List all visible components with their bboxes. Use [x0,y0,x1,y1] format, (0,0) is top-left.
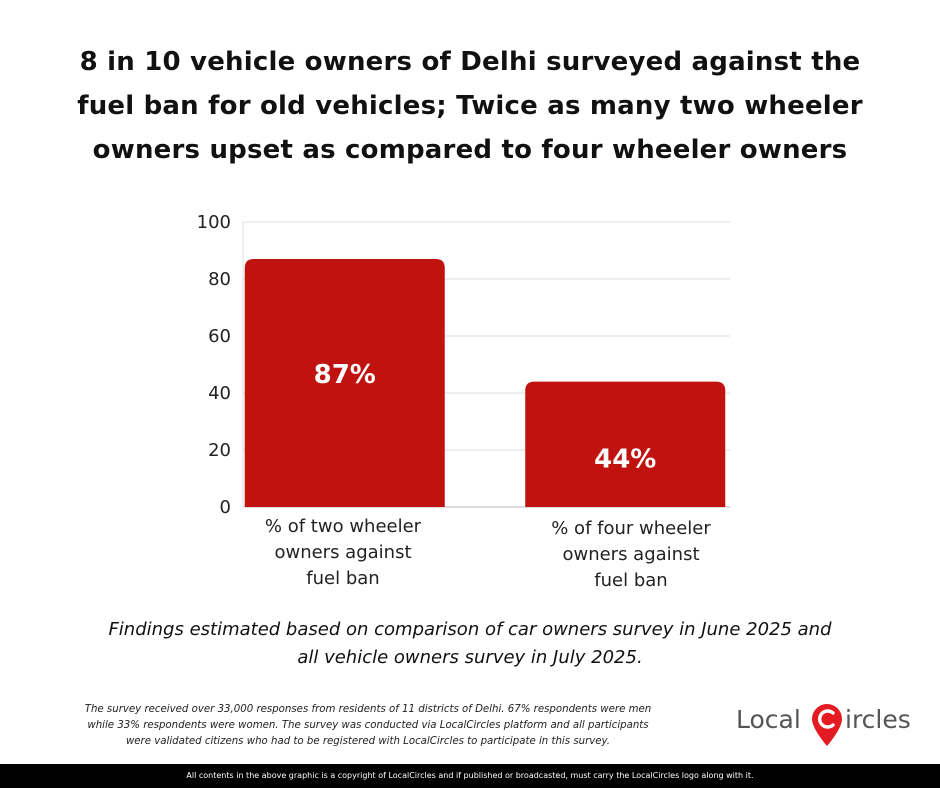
y-tick-label: 40 [208,383,231,404]
y-tick-label: 80 [208,269,231,290]
category-label-line: owners against [562,544,700,565]
logo-text-ircles: ircles [845,705,911,734]
category-label-two-wheeler: % of two wheeler owners against fuel ban [233,514,453,592]
footnote-line: while 33% respondents were women. The su… [87,720,649,731]
category-label-four-wheeler: % of four wheeler owners against fuel ba… [521,516,741,594]
category-label-line: % of four wheeler [551,518,711,539]
findings-note: Findings estimated based on comparison o… [20,616,920,672]
bar [525,381,726,507]
map-pin-c-icon [812,704,842,746]
title-line: 8 in 10 vehicle owners of Delhi surveyed… [79,47,861,77]
y-axis: 0 20 40 60 80 100 [197,212,244,518]
footnote-line: were validated citizens who had to be re… [125,736,611,747]
title-line: fuel ban for old vehicles; Twice as many… [77,91,863,121]
y-tick-label: 20 [208,440,231,461]
title-line: owners upset as compared to four wheeler… [92,135,848,165]
localcircles-logo: Local ircles [736,704,911,746]
category-label-line: % of two wheeler [264,516,422,537]
findings-line: Findings estimated based on comparison o… [108,619,832,640]
survey-footnote: The survey received over 33,000 response… [18,702,718,750]
bar-value-label: 44% [594,444,656,474]
category-label-line: owners against [274,542,412,563]
bar [244,259,445,507]
findings-line: all vehicle owners survey in July 2025. [297,647,643,668]
category-label-line: fuel ban [594,570,668,591]
logo-text-local: Local [736,705,801,734]
copyright-bar: All contents in the above graphic is a c… [0,764,940,788]
bar-value-label: 87% [314,360,376,390]
bar-chart: 0 20 40 60 80 100 87% 44% [197,212,730,518]
y-tick-label: 60 [208,326,231,347]
chart-title: 8 in 10 vehicle owners of Delhi surveyed… [20,40,920,172]
bars: 87% 44% [244,259,726,507]
y-tick-label: 100 [197,212,231,233]
category-label-line: fuel ban [306,568,380,589]
y-tick-label: 0 [220,497,231,518]
footnote-line: The survey received over 33,000 response… [84,704,652,715]
